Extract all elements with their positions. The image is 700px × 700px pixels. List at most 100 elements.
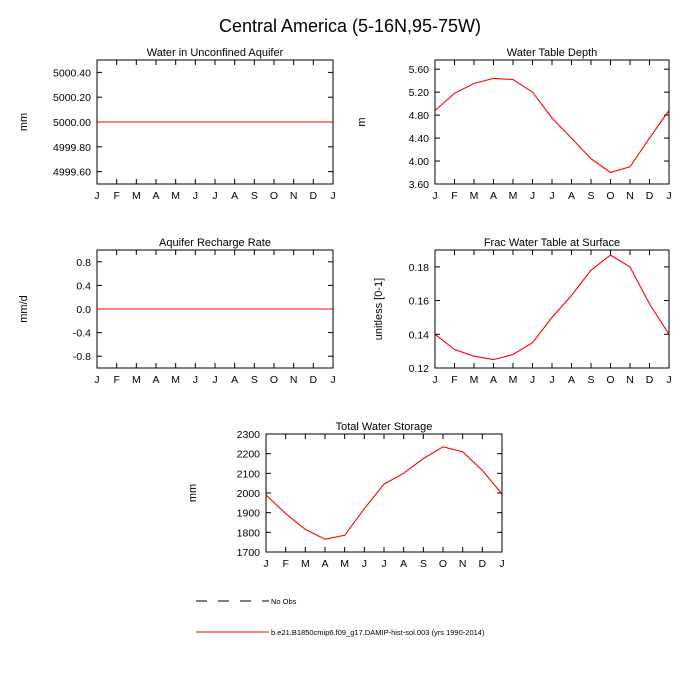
x-tick-label: S [251, 374, 258, 386]
y-tick-label: 5.60 [409, 64, 430, 76]
x-tick-label: J [263, 558, 268, 570]
x-tick-label: A [568, 374, 575, 386]
x-tick-label: D [646, 190, 654, 202]
x-tick-label: J [549, 190, 554, 202]
series-line [434, 77, 670, 174]
x-tick-label: M [470, 374, 479, 386]
y-tick-label: 0.8 [76, 257, 91, 269]
y-tick-label: 2000 [237, 488, 261, 500]
x-tick-label: D [646, 374, 654, 386]
y-tick-label: 4999.60 [53, 167, 91, 179]
x-tick-label: J [94, 190, 99, 202]
x-tick-label: A [568, 190, 575, 202]
x-tick-label: J [193, 190, 198, 202]
y-axis-label: unitless [0-1] [373, 278, 385, 340]
x-tick-label: O [270, 374, 278, 386]
x-tick-label: D [310, 374, 318, 386]
x-tick-label: J [212, 374, 217, 386]
legend-label-model: b.e21.B1850cmip6.f09_g17.DAMIP-hist-sol.… [271, 628, 485, 637]
legend: No Obs b.e21.B1850cmip6.f09_g17.DAMIP-hi… [196, 597, 485, 637]
plot-frame [434, 249, 670, 369]
x-tick-label: J [212, 190, 217, 202]
x-tick-label: A [152, 374, 159, 386]
x-tick-label: A [152, 190, 159, 202]
x-tick-label: M [171, 374, 180, 386]
x-tick-label: A [231, 190, 238, 202]
y-tick-label: 5000.20 [53, 92, 91, 104]
x-tick-label: J [94, 374, 99, 386]
x-tick-label: A [400, 558, 407, 570]
x-tick-label: A [490, 374, 497, 386]
x-tick-label: M [171, 190, 180, 202]
x-tick-label: N [290, 190, 298, 202]
y-tick-label: 1900 [237, 508, 261, 520]
x-tick-label: A [490, 190, 497, 202]
y-tick-label: -0.4 [73, 328, 91, 340]
y-tick-label: 0.14 [409, 329, 430, 341]
plot-frame [96, 249, 334, 369]
y-axis-label: m [356, 117, 368, 126]
x-tick-label: A [321, 558, 328, 570]
x-tick-label: M [509, 190, 518, 202]
x-tick-label: N [626, 374, 634, 386]
chart-title: Aquifer Recharge Rate [159, 237, 271, 249]
y-tick-label: -0.8 [73, 351, 91, 363]
y-tick-label: 1800 [237, 527, 261, 539]
x-tick-label: F [282, 558, 288, 570]
x-tick-label: N [290, 374, 298, 386]
x-tick-label: J [381, 558, 386, 570]
x-tick-label: S [420, 558, 427, 570]
y-axis-label: mm [187, 484, 199, 502]
y-tick-label: 0.16 [409, 296, 430, 308]
x-tick-label: S [587, 374, 594, 386]
x-tick-label: O [606, 374, 614, 386]
y-tick-label: 4.00 [409, 156, 430, 168]
x-tick-label: N [626, 190, 634, 202]
x-tick-label: J [666, 190, 671, 202]
legend-label-no-obs: No Obs [271, 597, 297, 606]
x-tick-label: J [432, 190, 437, 202]
figure-title: Central America (5-16N,95-75W) [219, 16, 481, 36]
y-tick-label: 5000.00 [53, 117, 91, 129]
y-tick-label: 5.20 [409, 87, 430, 99]
y-tick-label: 3.60 [409, 179, 430, 191]
y-tick-label: 0.12 [409, 363, 430, 375]
x-tick-label: O [606, 190, 614, 202]
x-tick-label: J [666, 374, 671, 386]
y-tick-label: 2100 [237, 468, 261, 480]
chart-title: Water in Unconfined Aquifer [147, 47, 284, 59]
x-tick-label: S [251, 190, 258, 202]
x-tick-label: M [509, 374, 518, 386]
x-tick-label: M [470, 190, 479, 202]
y-tick-label: 4.40 [409, 133, 430, 145]
y-tick-label: 1700 [237, 547, 261, 559]
x-tick-label: M [132, 190, 141, 202]
y-tick-label: 0.18 [409, 262, 430, 274]
x-tick-label: J [549, 374, 554, 386]
y-tick-label: 4.80 [409, 110, 430, 122]
x-tick-label: A [231, 374, 238, 386]
x-tick-label: M [340, 558, 349, 570]
x-tick-label: J [499, 558, 504, 570]
x-tick-label: O [270, 190, 278, 202]
x-tick-label: J [530, 190, 535, 202]
x-tick-label: F [451, 190, 457, 202]
plot-frame [434, 59, 670, 185]
y-tick-label: 4999.80 [53, 142, 91, 154]
x-tick-label: M [132, 374, 141, 386]
x-tick-label: F [113, 374, 119, 386]
y-tick-label: 2200 [237, 449, 261, 461]
x-tick-label: J [362, 558, 367, 570]
x-tick-label: F [451, 374, 457, 386]
x-tick-label: O [439, 558, 447, 570]
chart-title: Water Table Depth [507, 47, 598, 59]
y-axis-label: mm [18, 113, 30, 131]
series-line [434, 254, 670, 361]
x-tick-label: J [193, 374, 198, 386]
